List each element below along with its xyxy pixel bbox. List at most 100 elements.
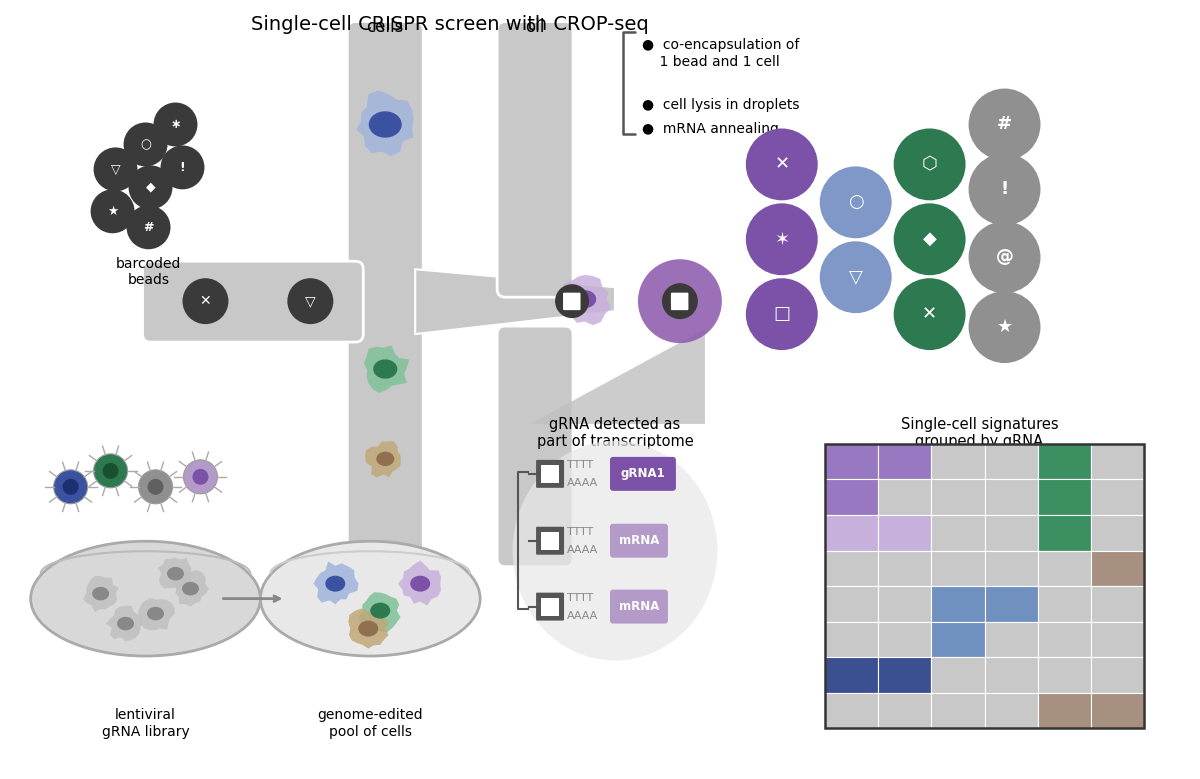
Bar [878, 586, 931, 622]
Circle shape [894, 278, 966, 350]
Text: #: # [997, 115, 1012, 133]
Bar [1038, 444, 1091, 479]
Bar [1091, 586, 1145, 622]
Text: ●  mRNA annealing: ● mRNA annealing [642, 122, 779, 136]
Ellipse shape [260, 541, 480, 656]
Ellipse shape [368, 111, 402, 138]
Circle shape [94, 147, 138, 192]
Circle shape [662, 284, 698, 319]
Text: TTTT: TTTT [568, 593, 593, 603]
Bar [824, 693, 878, 728]
FancyBboxPatch shape [497, 22, 574, 297]
Bar [1091, 444, 1145, 479]
FancyBboxPatch shape [610, 590, 668, 623]
Circle shape [62, 479, 79, 495]
Circle shape [556, 284, 589, 318]
FancyBboxPatch shape [536, 527, 564, 555]
Ellipse shape [377, 452, 395, 466]
Text: ⬡: ⬡ [922, 155, 937, 174]
Text: mRNA: mRNA [619, 600, 659, 613]
FancyBboxPatch shape [541, 465, 559, 483]
Bar [824, 551, 878, 586]
Ellipse shape [31, 541, 260, 656]
Bar [984, 444, 1038, 479]
Text: ●  cell lysis in droplets: ● cell lysis in droplets [642, 97, 799, 111]
Polygon shape [356, 90, 414, 156]
FancyBboxPatch shape [536, 593, 564, 621]
Polygon shape [348, 608, 389, 649]
Ellipse shape [118, 617, 134, 630]
Circle shape [154, 103, 198, 146]
Circle shape [746, 203, 817, 275]
Text: ★: ★ [107, 205, 118, 218]
Bar [878, 479, 931, 515]
Bar [1038, 622, 1091, 657]
Circle shape [968, 153, 1040, 225]
Bar [1038, 586, 1091, 622]
Text: ◆: ◆ [145, 181, 155, 194]
Bar [931, 657, 984, 693]
Circle shape [128, 165, 173, 210]
Circle shape [746, 278, 817, 350]
Text: gRNA1: gRNA1 [620, 467, 665, 481]
Text: lentiviral
gRNA library: lentiviral gRNA library [102, 708, 190, 738]
Ellipse shape [373, 359, 397, 379]
Bar [1091, 657, 1145, 693]
FancyBboxPatch shape [347, 22, 424, 566]
Circle shape [148, 479, 163, 495]
Text: @: @ [996, 249, 1014, 266]
Text: ✶: ✶ [774, 231, 790, 249]
Polygon shape [365, 441, 401, 478]
Bar [984, 693, 1038, 728]
Circle shape [894, 203, 966, 275]
FancyBboxPatch shape [671, 293, 689, 310]
Bar [931, 479, 984, 515]
Text: ▽: ▽ [848, 268, 863, 286]
Text: AAAA: AAAA [568, 545, 599, 555]
Polygon shape [415, 270, 614, 334]
Circle shape [287, 278, 334, 324]
Ellipse shape [410, 576, 430, 591]
Text: AAAA: AAAA [568, 611, 599, 621]
Circle shape [161, 146, 204, 189]
Ellipse shape [359, 621, 378, 636]
Polygon shape [398, 561, 442, 605]
Circle shape [968, 221, 1040, 293]
Circle shape [90, 189, 134, 233]
Circle shape [54, 470, 88, 504]
Circle shape [124, 122, 168, 167]
Ellipse shape [182, 582, 199, 595]
Bar [878, 622, 931, 657]
Circle shape [138, 470, 173, 504]
Text: ✕: ✕ [774, 155, 790, 174]
Text: ✕: ✕ [199, 294, 211, 308]
Bar [824, 586, 878, 622]
Bar [1091, 693, 1145, 728]
Bar [824, 515, 878, 551]
Circle shape [968, 291, 1040, 363]
Text: !: ! [180, 161, 185, 174]
Bar [984, 586, 1038, 622]
Bar [1038, 693, 1091, 728]
Circle shape [94, 454, 127, 488]
FancyBboxPatch shape [143, 261, 364, 342]
FancyBboxPatch shape [497, 326, 574, 566]
FancyBboxPatch shape [541, 532, 559, 550]
Circle shape [184, 460, 217, 494]
Bar [824, 657, 878, 693]
Bar [1038, 657, 1091, 693]
Text: □: □ [773, 305, 791, 323]
Bar [931, 551, 984, 586]
FancyBboxPatch shape [610, 523, 668, 558]
Text: gRNA detected as
part of transcriptome: gRNA detected as part of transcriptome [536, 417, 694, 449]
Bar [984, 515, 1038, 551]
Polygon shape [530, 329, 704, 424]
Bar [931, 586, 984, 622]
Text: ○: ○ [140, 138, 151, 151]
Polygon shape [359, 592, 401, 633]
Polygon shape [313, 562, 359, 605]
Circle shape [192, 469, 209, 485]
Text: barcoded
beads: barcoded beads [116, 257, 181, 287]
Bar [1038, 551, 1091, 586]
Circle shape [894, 129, 966, 200]
